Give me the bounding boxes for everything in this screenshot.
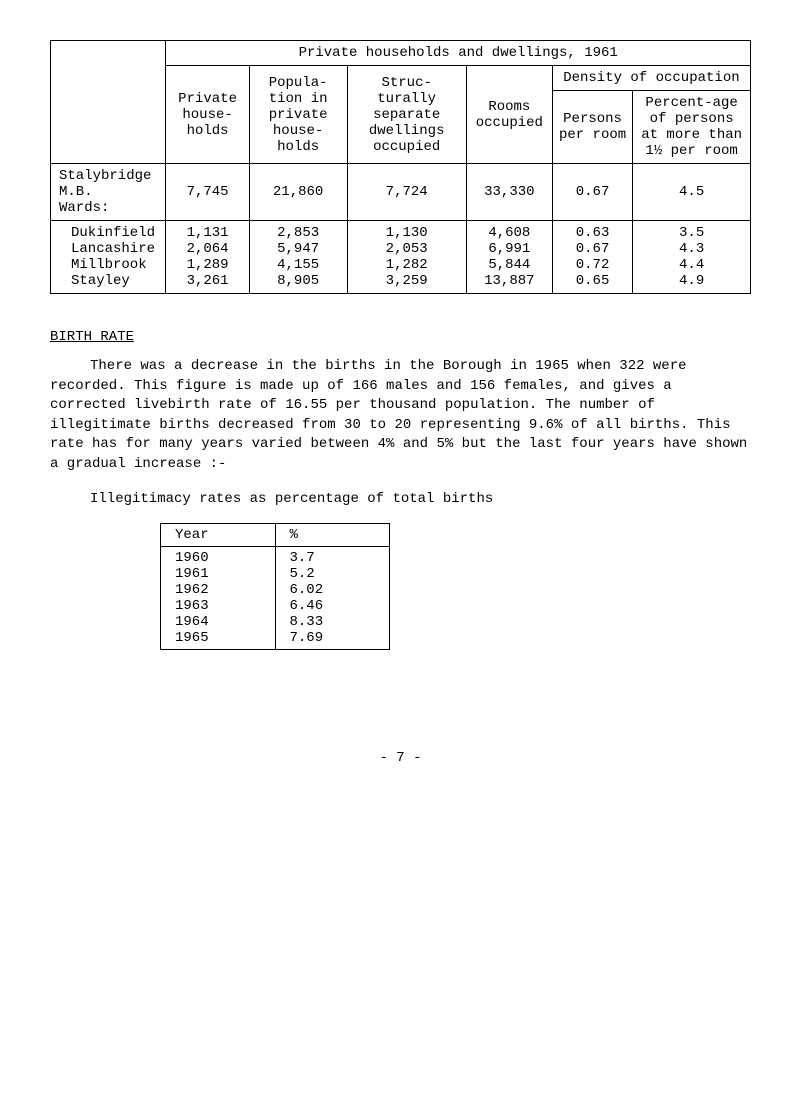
table-cell: 1,1302,0531,2823,259 bbox=[347, 221, 466, 294]
table-cell: 0.67 bbox=[552, 164, 632, 221]
table-cell: 4,6086,9915,84413,887 bbox=[466, 221, 552, 294]
table-cell: 33,330 bbox=[466, 164, 552, 221]
table-cell: 196019611962196319641965 bbox=[161, 546, 276, 649]
birth-rate-paragraph: There was a decrease in the births in th… bbox=[50, 357, 751, 475]
table-cell: 0.630.670.720.65 bbox=[552, 221, 632, 294]
density-header: Density of occupation bbox=[552, 66, 750, 91]
table-cell: 2,8535,9474,1558,905 bbox=[249, 221, 347, 294]
col-header-1: Private house-holds bbox=[166, 66, 249, 164]
main-header: Private households and dwellings, 1961 bbox=[166, 41, 751, 66]
table-row-label: Stalybridge M.B.Wards: bbox=[51, 164, 166, 221]
illegitimacy-table: Year % 1960196119621963196419653.75.26.0… bbox=[160, 523, 390, 650]
table-cell: 3.54.34.44.9 bbox=[633, 221, 751, 294]
table-cell: 3.75.26.026.468.337.69 bbox=[275, 546, 390, 649]
table-cell: 7,745 bbox=[166, 164, 249, 221]
col-header-4: Rooms occupied bbox=[466, 66, 552, 164]
table-cell: 4.5 bbox=[633, 164, 751, 221]
pct-header: % bbox=[275, 523, 390, 546]
table-row-label: DukinfieldLancashireMillbrookStayley bbox=[51, 221, 166, 294]
households-table: Private households and dwellings, 1961 P… bbox=[50, 40, 751, 294]
year-header: Year bbox=[161, 523, 276, 546]
table-cell: 1,1312,0641,2893,261 bbox=[166, 221, 249, 294]
section-title: BIRTH RATE bbox=[50, 329, 751, 345]
page-number: - 7 - bbox=[50, 750, 751, 766]
blank-header bbox=[51, 41, 166, 164]
col-header-3: Struc-turally separate dwellings occupie… bbox=[347, 66, 466, 164]
table-cell: 7,724 bbox=[347, 164, 466, 221]
col-header-2: Popula-tion in private house-holds bbox=[249, 66, 347, 164]
illegitimacy-subtext: Illegitimacy rates as percentage of tota… bbox=[50, 491, 751, 507]
table-cell: 21,860 bbox=[249, 164, 347, 221]
col-header-5: Persons per room bbox=[552, 91, 632, 164]
col-header-6: Percent-age of persons at more than 1½ p… bbox=[633, 91, 751, 164]
